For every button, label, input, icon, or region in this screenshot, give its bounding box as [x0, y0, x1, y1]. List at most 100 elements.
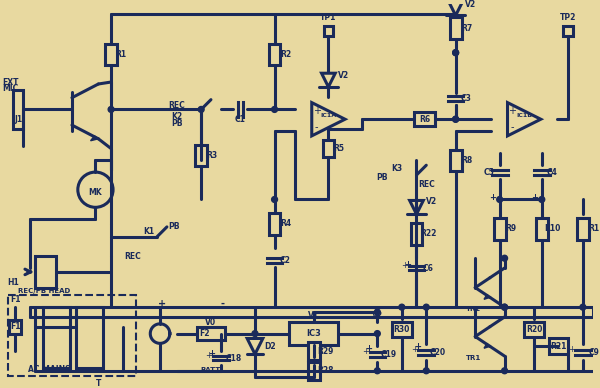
Text: IC1A: IC1A — [320, 113, 337, 118]
Text: C19: C19 — [381, 350, 397, 359]
Text: +: + — [404, 260, 411, 268]
Bar — [289, 322, 338, 345]
Circle shape — [424, 304, 429, 310]
Bar — [13, 90, 23, 129]
Text: -: - — [315, 122, 319, 132]
Circle shape — [78, 172, 113, 207]
Circle shape — [502, 304, 508, 310]
Bar — [269, 44, 280, 66]
Bar — [10, 320, 21, 334]
Text: TP2: TP2 — [560, 13, 577, 22]
Circle shape — [497, 197, 503, 203]
Bar — [494, 218, 506, 240]
Bar — [269, 213, 280, 235]
Circle shape — [374, 368, 380, 374]
Text: BATT: BATT — [201, 367, 221, 373]
Text: V2: V2 — [372, 312, 383, 320]
Text: R3: R3 — [206, 151, 217, 160]
Circle shape — [453, 50, 458, 55]
Text: R10: R10 — [544, 224, 561, 233]
Text: K3: K3 — [391, 164, 403, 173]
Text: R30: R30 — [394, 325, 410, 334]
Text: C4: C4 — [547, 168, 558, 177]
Text: TR1: TR1 — [466, 355, 481, 361]
Bar — [450, 17, 461, 39]
Text: C6: C6 — [423, 263, 434, 272]
Text: V0: V0 — [205, 318, 217, 327]
Text: R1: R1 — [115, 50, 127, 59]
Text: +: + — [362, 347, 369, 356]
Text: C18: C18 — [226, 353, 242, 362]
Circle shape — [108, 106, 114, 113]
Text: F2: F2 — [199, 329, 209, 338]
Text: +: + — [401, 261, 408, 270]
Bar — [548, 338, 568, 354]
Circle shape — [502, 304, 508, 310]
Bar — [323, 26, 333, 36]
Circle shape — [198, 106, 204, 113]
Bar — [524, 322, 544, 338]
Circle shape — [453, 116, 458, 122]
Circle shape — [502, 368, 508, 374]
Bar — [308, 342, 320, 360]
Text: -: - — [221, 299, 224, 309]
Text: J1: J1 — [14, 115, 22, 124]
Text: R8: R8 — [461, 156, 472, 165]
Bar — [195, 145, 207, 166]
Text: R5: R5 — [334, 144, 344, 153]
Text: +: + — [158, 299, 166, 309]
Text: R9: R9 — [505, 224, 516, 233]
Text: +: + — [532, 193, 538, 202]
Circle shape — [539, 197, 545, 203]
Circle shape — [424, 368, 429, 374]
Bar — [450, 149, 461, 171]
Text: K1: K1 — [144, 227, 155, 236]
Circle shape — [374, 331, 380, 336]
Text: R28: R28 — [317, 366, 334, 375]
Text: V1: V1 — [308, 312, 319, 320]
Text: PB: PB — [168, 222, 179, 231]
Text: R2: R2 — [280, 50, 291, 59]
Text: +: + — [490, 193, 496, 202]
Text: PB: PB — [376, 173, 388, 182]
Text: H1: H1 — [7, 278, 19, 287]
Polygon shape — [322, 73, 335, 87]
Text: IC1B: IC1B — [516, 113, 532, 118]
Text: REC: REC — [124, 252, 141, 261]
Circle shape — [272, 106, 278, 113]
Text: R6: R6 — [419, 115, 430, 124]
Polygon shape — [484, 343, 490, 348]
Polygon shape — [312, 102, 345, 136]
Text: K2: K2 — [171, 112, 182, 121]
Text: R4: R4 — [280, 220, 291, 229]
Bar — [323, 140, 334, 158]
Bar — [76, 307, 103, 368]
Text: R7: R7 — [461, 24, 472, 33]
Circle shape — [374, 309, 380, 315]
Text: +: + — [206, 351, 212, 360]
Text: V2: V2 — [465, 0, 476, 9]
Text: V2: V2 — [338, 71, 349, 80]
Bar — [410, 223, 422, 244]
Circle shape — [453, 116, 458, 122]
Bar — [392, 322, 412, 338]
Text: D2: D2 — [264, 342, 275, 351]
Text: +: + — [313, 106, 320, 116]
Bar — [413, 113, 435, 126]
Circle shape — [272, 197, 278, 203]
Polygon shape — [449, 2, 463, 16]
Text: R21: R21 — [550, 342, 566, 351]
Text: C1: C1 — [235, 115, 246, 124]
Text: +: + — [365, 344, 372, 353]
Text: R22: R22 — [420, 229, 436, 238]
Text: AC MAINS: AC MAINS — [28, 365, 71, 374]
Text: C3: C3 — [461, 94, 472, 103]
Text: F1: F1 — [10, 322, 20, 331]
Text: R20: R20 — [526, 325, 542, 334]
Text: F1: F1 — [10, 295, 20, 304]
Polygon shape — [484, 294, 490, 299]
Text: IC3: IC3 — [306, 329, 321, 338]
Text: REC: REC — [169, 101, 185, 110]
Polygon shape — [91, 136, 98, 141]
Text: R29: R29 — [317, 347, 334, 356]
